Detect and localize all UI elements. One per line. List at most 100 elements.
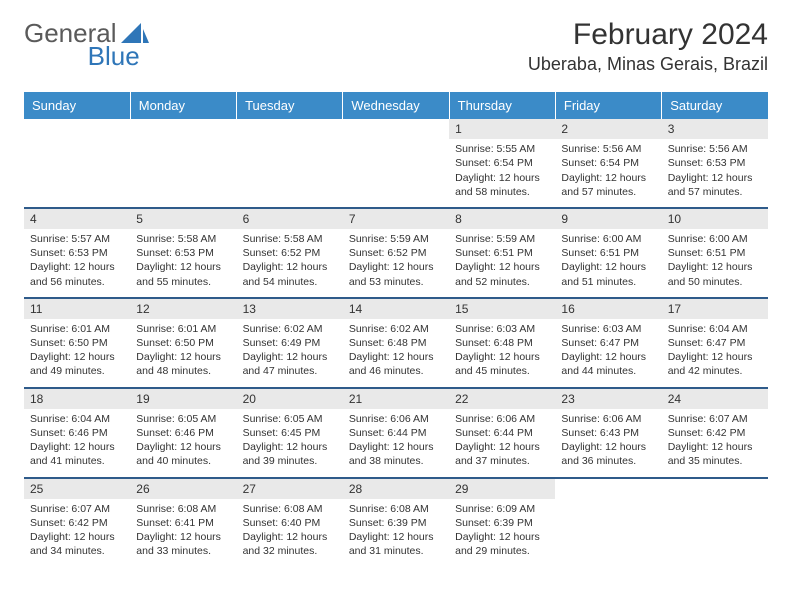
- day-cell: 20Sunrise: 6:05 AMSunset: 6:45 PMDayligh…: [237, 388, 343, 478]
- sunrise: Sunrise: 6:08 AM: [243, 502, 337, 516]
- empty-cell: [24, 119, 130, 208]
- day-number: 11: [24, 299, 130, 319]
- calendar-page: General February 2024 Uberaba, Minas Ger…: [0, 0, 792, 584]
- day-cell: 26Sunrise: 6:08 AMSunset: 6:41 PMDayligh…: [130, 478, 236, 567]
- week-row: 1Sunrise: 5:55 AMSunset: 6:54 PMDaylight…: [24, 119, 768, 208]
- daylight: Daylight: 12 hours and 29 minutes.: [455, 530, 549, 558]
- day-cell: 17Sunrise: 6:04 AMSunset: 6:47 PMDayligh…: [662, 298, 768, 388]
- day-cell: 6 Sunrise: 5:58 AMSunset: 6:52 PMDaylight…: [237, 208, 343, 298]
- sunrise: Sunrise: 6:03 AM: [455, 322, 549, 336]
- daylight: Daylight: 12 hours and 57 minutes.: [668, 171, 762, 199]
- daylight: Daylight: 12 hours and 58 minutes.: [455, 171, 549, 199]
- location: Uberaba, Minas Gerais, Brazil: [528, 54, 768, 75]
- daylight: Daylight: 12 hours and 47 minutes.: [243, 350, 337, 378]
- week-row: 18Sunrise: 6:04 AMSunset: 6:46 PMDayligh…: [24, 388, 768, 478]
- day-number: 6: [237, 209, 343, 229]
- daylight: Daylight: 12 hours and 56 minutes.: [30, 260, 124, 288]
- sunrise: Sunrise: 6:05 AM: [243, 412, 337, 426]
- day-number: 13: [237, 299, 343, 319]
- sunrise: Sunrise: 5:58 AM: [136, 232, 230, 246]
- daylight: Daylight: 12 hours and 41 minutes.: [30, 440, 124, 468]
- sunrise: Sunrise: 5:59 AM: [455, 232, 549, 246]
- day-cell: 12Sunrise: 6:01 AMSunset: 6:50 PMDayligh…: [130, 298, 236, 388]
- day-number: 8: [449, 209, 555, 229]
- calendar-table: SundayMondayTuesdayWednesdayThursdayFrid…: [24, 92, 768, 566]
- empty-cell: [555, 478, 661, 567]
- sunrise: Sunrise: 6:05 AM: [136, 412, 230, 426]
- sunset: Sunset: 6:52 PM: [349, 246, 443, 260]
- day-header: Saturday: [662, 92, 768, 119]
- day-number: 26: [130, 479, 236, 499]
- sunrise: Sunrise: 5:58 AM: [243, 232, 337, 246]
- day-number: 16: [555, 299, 661, 319]
- sunset: Sunset: 6:39 PM: [455, 516, 549, 530]
- month-title: February 2024: [528, 18, 768, 52]
- brand-part2: Blue: [88, 41, 140, 71]
- sunrise: Sunrise: 5:55 AM: [455, 142, 549, 156]
- day-header: Tuesday: [237, 92, 343, 119]
- sunrise: Sunrise: 5:59 AM: [349, 232, 443, 246]
- sunset: Sunset: 6:47 PM: [668, 336, 762, 350]
- daylight: Daylight: 12 hours and 39 minutes.: [243, 440, 337, 468]
- sunset: Sunset: 6:53 PM: [30, 246, 124, 260]
- empty-cell: [662, 478, 768, 567]
- sunrise: Sunrise: 6:07 AM: [30, 502, 124, 516]
- sunrise: Sunrise: 6:08 AM: [349, 502, 443, 516]
- day-number: 4: [24, 209, 130, 229]
- day-number: 24: [662, 389, 768, 409]
- daylight: Daylight: 12 hours and 46 minutes.: [349, 350, 443, 378]
- day-cell: 14Sunrise: 6:02 AMSunset: 6:48 PMDayligh…: [343, 298, 449, 388]
- day-number: 19: [130, 389, 236, 409]
- day-number: 10: [662, 209, 768, 229]
- sunset: Sunset: 6:43 PM: [561, 426, 655, 440]
- day-cell: 28Sunrise: 6:08 AMSunset: 6:39 PMDayligh…: [343, 478, 449, 567]
- day-number: 28: [343, 479, 449, 499]
- day-number: 21: [343, 389, 449, 409]
- daylight: Daylight: 12 hours and 53 minutes.: [349, 260, 443, 288]
- sunrise: Sunrise: 6:01 AM: [136, 322, 230, 336]
- week-row: 25Sunrise: 6:07 AMSunset: 6:42 PMDayligh…: [24, 478, 768, 567]
- sunrise: Sunrise: 6:07 AM: [668, 412, 762, 426]
- sunset: Sunset: 6:40 PM: [243, 516, 337, 530]
- sunrise: Sunrise: 6:04 AM: [30, 412, 124, 426]
- day-header: Wednesday: [343, 92, 449, 119]
- daylight: Daylight: 12 hours and 36 minutes.: [561, 440, 655, 468]
- day-number: 5: [130, 209, 236, 229]
- day-number: 18: [24, 389, 130, 409]
- sunset: Sunset: 6:50 PM: [136, 336, 230, 350]
- sunrise: Sunrise: 6:08 AM: [136, 502, 230, 516]
- sunset: Sunset: 6:44 PM: [349, 426, 443, 440]
- day-header: Friday: [555, 92, 661, 119]
- day-number: 20: [237, 389, 343, 409]
- sunset: Sunset: 6:47 PM: [561, 336, 655, 350]
- day-cell: 25Sunrise: 6:07 AMSunset: 6:42 PMDayligh…: [24, 478, 130, 567]
- daylight: Daylight: 12 hours and 33 minutes.: [136, 530, 230, 558]
- sunset: Sunset: 6:44 PM: [455, 426, 549, 440]
- day-cell: 10Sunrise: 6:00 AMSunset: 6:51 PMDayligh…: [662, 208, 768, 298]
- daylight: Daylight: 12 hours and 54 minutes.: [243, 260, 337, 288]
- sunset: Sunset: 6:39 PM: [349, 516, 443, 530]
- daylight: Daylight: 12 hours and 32 minutes.: [243, 530, 337, 558]
- sunset: Sunset: 6:46 PM: [136, 426, 230, 440]
- day-cell: 16Sunrise: 6:03 AMSunset: 6:47 PMDayligh…: [555, 298, 661, 388]
- sunrise: Sunrise: 6:01 AM: [30, 322, 124, 336]
- daylight: Daylight: 12 hours and 40 minutes.: [136, 440, 230, 468]
- sunrise: Sunrise: 5:56 AM: [668, 142, 762, 156]
- day-number: 9: [555, 209, 661, 229]
- daylight: Daylight: 12 hours and 44 minutes.: [561, 350, 655, 378]
- day-cell: 22Sunrise: 6:06 AMSunset: 6:44 PMDayligh…: [449, 388, 555, 478]
- day-number: 14: [343, 299, 449, 319]
- day-cell: 29Sunrise: 6:09 AMSunset: 6:39 PMDayligh…: [449, 478, 555, 567]
- day-cell: 11Sunrise: 6:01 AMSunset: 6:50 PMDayligh…: [24, 298, 130, 388]
- daylight: Daylight: 12 hours and 48 minutes.: [136, 350, 230, 378]
- calendar-head: SundayMondayTuesdayWednesdayThursdayFrid…: [24, 92, 768, 119]
- day-cell: 15Sunrise: 6:03 AMSunset: 6:48 PMDayligh…: [449, 298, 555, 388]
- sunset: Sunset: 6:50 PM: [30, 336, 124, 350]
- sunset: Sunset: 6:53 PM: [136, 246, 230, 260]
- day-header: Monday: [130, 92, 236, 119]
- daylight: Daylight: 12 hours and 55 minutes.: [136, 260, 230, 288]
- sunrise: Sunrise: 6:06 AM: [561, 412, 655, 426]
- day-cell: 13Sunrise: 6:02 AMSunset: 6:49 PMDayligh…: [237, 298, 343, 388]
- day-cell: 18Sunrise: 6:04 AMSunset: 6:46 PMDayligh…: [24, 388, 130, 478]
- sunset: Sunset: 6:52 PM: [243, 246, 337, 260]
